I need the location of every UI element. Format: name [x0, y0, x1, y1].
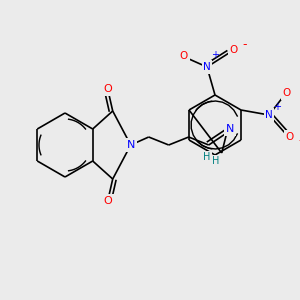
Text: N: N [127, 140, 135, 150]
Text: O: O [230, 45, 238, 55]
Text: O: O [286, 132, 294, 142]
Text: O: O [283, 88, 291, 98]
Text: H: H [203, 152, 210, 162]
Text: H: H [212, 156, 219, 166]
Text: O: O [103, 196, 112, 206]
Text: -: - [299, 134, 300, 148]
Text: O: O [180, 51, 188, 61]
Text: O: O [103, 84, 112, 94]
Text: N: N [203, 62, 211, 72]
Text: +: + [273, 102, 281, 112]
Text: N: N [265, 110, 273, 120]
Text: +: + [211, 50, 219, 60]
Text: N: N [226, 124, 234, 134]
Text: -: - [243, 38, 247, 52]
